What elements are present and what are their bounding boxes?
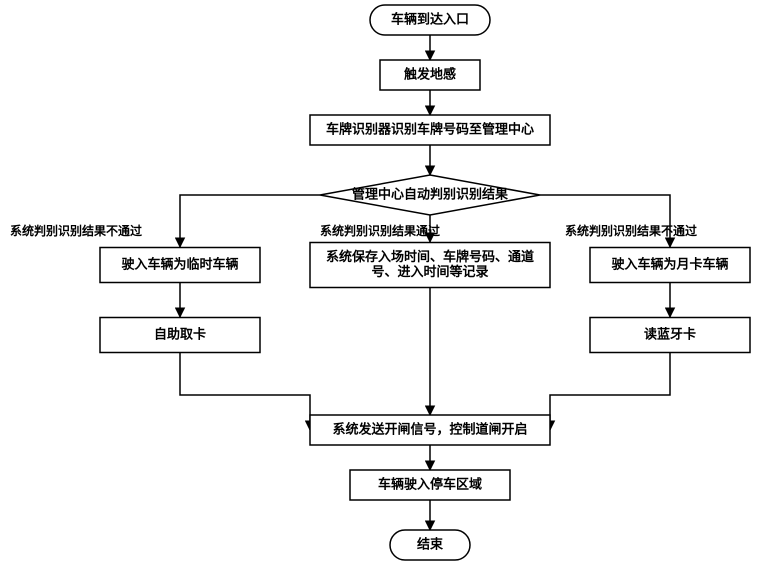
edge xyxy=(550,353,670,430)
edge-label: 系统判别识别结果通过 xyxy=(320,223,440,238)
node-label: 驶入车辆为月卡车辆 xyxy=(611,256,728,271)
node-label: 结束 xyxy=(417,536,444,551)
node-decision: 管理中心自动判别识别结果 xyxy=(320,175,540,215)
node-label: 号、进入时间等记录 xyxy=(371,264,488,279)
node-label: 读蓝牙卡 xyxy=(644,326,696,341)
node-label: 系统发送开闸信号，控制道闸开启 xyxy=(332,421,527,436)
node-label: 车辆到达入口 xyxy=(391,11,469,26)
node-leftA: 驶入车辆为临时车辆 xyxy=(100,248,260,283)
node-recog: 车牌识别器识别车牌号码至管理中心 xyxy=(310,115,550,145)
node-leftB: 自助取卡 xyxy=(100,318,260,353)
node-label: 触发地感 xyxy=(403,66,456,81)
node-label: 车牌识别器识别车牌号码至管理中心 xyxy=(326,121,534,136)
node-label: 系统保存入场时间、车牌号码、通道 xyxy=(326,249,534,264)
edge-label: 系统判别识别结果不通过 xyxy=(565,223,697,238)
node-end: 结束 xyxy=(390,530,470,560)
node-label: 车辆驶入停车区域 xyxy=(378,476,482,491)
node-start: 车辆到达入口 xyxy=(370,5,490,35)
node-label: 自助取卡 xyxy=(154,326,206,341)
edge xyxy=(180,353,310,430)
node-gate: 系统发送开闸信号，控制道闸开启 xyxy=(310,415,550,445)
node-midA: 系统保存入场时间、车牌号码、通道号、进入时间等记录 xyxy=(310,243,550,288)
edge xyxy=(540,195,670,247)
node-label: 管理中心自动判别识别结果 xyxy=(352,186,508,201)
node-rightB: 读蓝牙卡 xyxy=(590,318,750,353)
node-trigger: 触发地感 xyxy=(380,60,480,90)
edge-label: 系统判别识别结果不通过 xyxy=(10,223,142,238)
edge xyxy=(180,195,320,247)
node-label: 驶入车辆为临时车辆 xyxy=(121,256,238,271)
flowchart-canvas: 系统判别识别结果不通过 系统判别识别结果通过 系统判别识别结果不通过 车辆到达入口触发… xyxy=(0,0,770,575)
node-park: 车辆驶入停车区域 xyxy=(350,470,510,500)
node-rightA: 驶入车辆为月卡车辆 xyxy=(590,248,750,283)
